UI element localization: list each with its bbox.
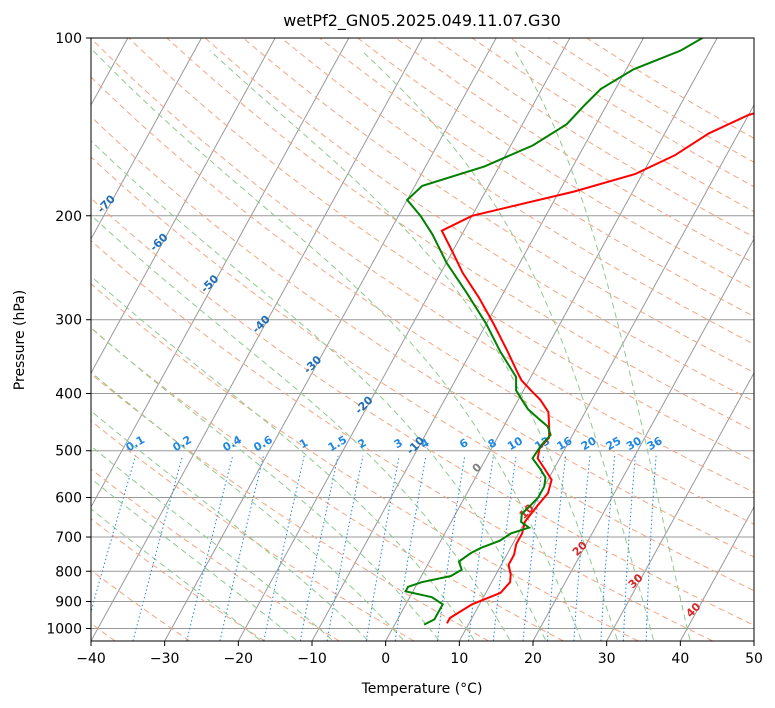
- dry-adiabat-line: [242, 38, 754, 374]
- dry-adiabat-line: [357, 38, 754, 291]
- isotherm-line: [91, 38, 276, 375]
- y-tick-label: 900: [55, 594, 82, 610]
- x-tick-label: −10: [297, 651, 327, 667]
- x-tick-label: 0: [381, 651, 390, 667]
- moist-adiabat-line: [209, 50, 618, 640]
- isotherm-line: [311, 38, 644, 641]
- mixing-ratio-line: [622, 455, 636, 641]
- mixing-ratio-line: [132, 455, 184, 641]
- dry-adiabat-line: [166, 38, 754, 432]
- dry-adiabat-line: [91, 156, 754, 592]
- isotherm-line: [532, 237, 754, 641]
- x-tick-label: −20: [224, 651, 254, 667]
- moist-adiabat-line: [91, 275, 475, 641]
- dewpoint-profile-line: [404, 38, 703, 626]
- temperature-profile-line: [440, 112, 754, 624]
- mixing-ratio-line: [546, 455, 567, 641]
- dry-adiabat-line: [91, 327, 564, 641]
- x-tick-label: 30: [598, 651, 616, 667]
- background-lines: [91, 38, 754, 641]
- dry-adiabat-line: [319, 38, 754, 318]
- mixing-ratio-line: [91, 455, 137, 614]
- x-tick-label: 40: [671, 651, 689, 667]
- moist-adiabat-line: [91, 327, 439, 641]
- mixing-ratio-line: [394, 455, 427, 641]
- dry-adiabat-line: [91, 569, 191, 641]
- moist-adiabat-line: [91, 477, 297, 641]
- y-tick-label: 1000: [46, 621, 82, 637]
- dry-adiabat-line: [91, 468, 340, 641]
- isotherm-line: [458, 103, 754, 641]
- dry-adiabat-line: [91, 518, 265, 641]
- x-axis-label: Temperature (°C): [361, 681, 483, 697]
- isotherm-line: [679, 505, 754, 641]
- y-tick-label: 200: [55, 209, 82, 225]
- x-axis: −40 −30 −20 −10 0 10 20 30 40 50: [76, 641, 763, 667]
- dry-adiabat-line: [91, 76, 754, 525]
- y-tick-label: 500: [55, 444, 82, 460]
- profiles: [404, 38, 754, 626]
- isotherm-line: [164, 38, 497, 641]
- moist-adiabat-line: [92, 50, 582, 640]
- mixing-ratio-line: [468, 455, 494, 641]
- mixing-ratio-line: [492, 455, 517, 641]
- moist-adiabat-line: [361, 50, 654, 640]
- mixing-ratio-line: [573, 455, 591, 641]
- moist-adiabat-line: [91, 371, 404, 641]
- dry-adiabat-line: [91, 115, 754, 558]
- y-axis-label: Pressure (hPa): [12, 290, 28, 390]
- x-tick-label: 50: [745, 651, 763, 667]
- chart-title: wetPf2_GN05.2025.049.11.07.G30: [283, 11, 561, 31]
- y-tick-label: 100: [55, 31, 82, 47]
- y-tick-label: 600: [55, 490, 82, 506]
- y-tick-label: 700: [55, 530, 82, 546]
- isotherm-line: [91, 38, 423, 641]
- plot-frame: [90, 37, 755, 642]
- x-tick-label: −30: [150, 651, 180, 667]
- dry-adiabat-line: [91, 373, 489, 641]
- y-tick-label: 300: [55, 313, 82, 329]
- moist-adiabat-line: [91, 445, 333, 641]
- dry-adiabat-line: [91, 197, 754, 626]
- x-tick-label: 10: [450, 651, 468, 667]
- y-tick-label: 800: [55, 564, 82, 580]
- isotherm-line: [385, 38, 718, 641]
- moist-adiabat-line: [91, 508, 260, 641]
- mixing-ratio-line: [365, 455, 400, 641]
- x-tick-label: 20: [524, 651, 542, 667]
- dry-adiabat-line: [91, 283, 639, 641]
- x-tick-label: −40: [76, 651, 106, 667]
- isotherm-line: [91, 38, 350, 509]
- mixing-ratio-line: [645, 455, 657, 641]
- mixing-ratio-line: [436, 455, 466, 641]
- y-tick-label: 400: [55, 387, 82, 403]
- dry-adiabat-line: [204, 38, 754, 402]
- mixing-ratio-line: [600, 455, 616, 641]
- isotherm-line: [237, 38, 571, 641]
- moist-adiabat-line: [514, 50, 691, 640]
- y-axis: 100 200 300 400 500 600 700 800 900 1000: [46, 31, 91, 637]
- moist-adiabat-line: [91, 410, 368, 641]
- isotherm-line: [91, 38, 202, 241]
- dry-adiabat-line: [91, 420, 415, 641]
- dry-adiabat-line: [91, 239, 713, 641]
- isotherm-line: [606, 371, 754, 641]
